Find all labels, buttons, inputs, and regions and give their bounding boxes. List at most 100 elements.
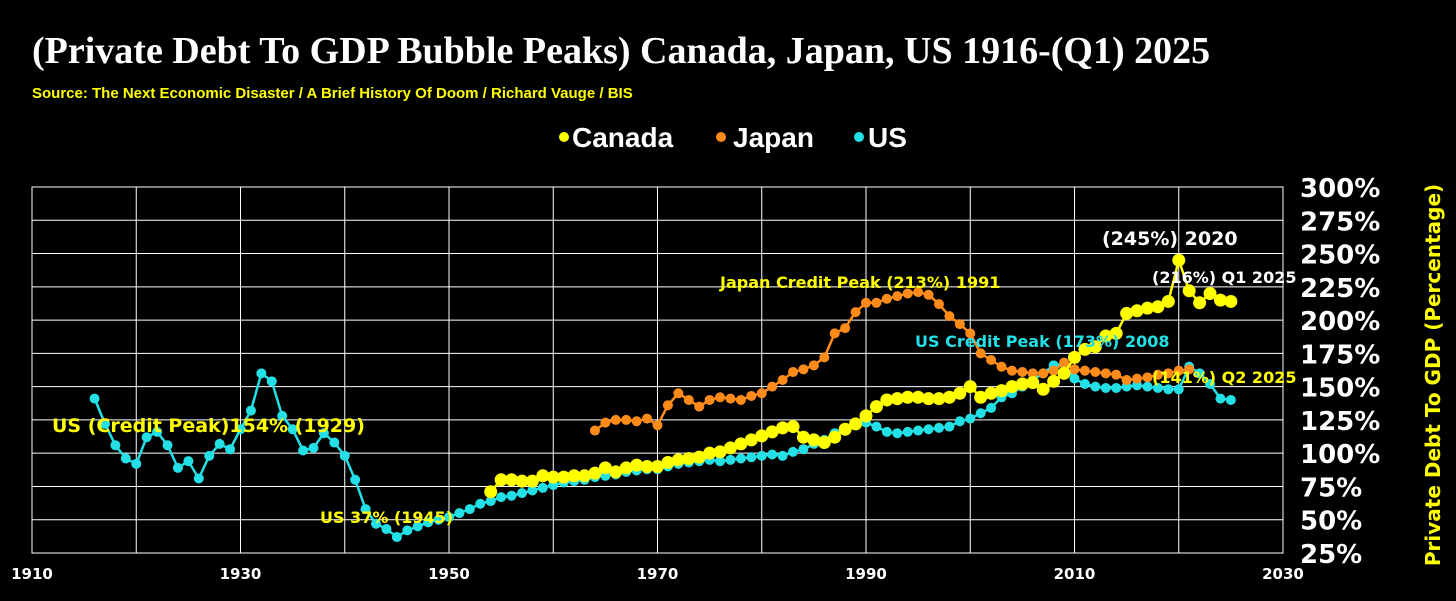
data-point-us (475, 498, 486, 509)
data-point-japan (861, 297, 871, 308)
data-point-canada (1172, 253, 1186, 267)
data-point-japan (1079, 365, 1090, 376)
data-point-us (965, 413, 976, 424)
data-point-us (360, 504, 371, 515)
data-point-canada (776, 421, 790, 435)
data-point-canada (1015, 377, 1029, 391)
annotation-label: (141%) Q2 2025 (1152, 368, 1296, 387)
data-point-us (339, 450, 350, 461)
data-point-us (537, 482, 548, 493)
data-point-japan (913, 287, 924, 298)
data-point-canada (817, 436, 831, 450)
data-point-japan (808, 360, 819, 371)
data-point-us (204, 450, 215, 461)
y-tick-label: 225% (1300, 274, 1380, 304)
data-point-us (1069, 373, 1080, 384)
data-point-japan (652, 420, 663, 431)
data-point-canada (1088, 340, 1102, 354)
data-point-us (496, 492, 507, 503)
data-point-japan (704, 394, 715, 405)
data-point-canada (1130, 304, 1144, 318)
data-point-us (913, 425, 924, 436)
data-point-us (1225, 394, 1236, 405)
data-point-canada (869, 400, 883, 414)
data-point-japan (1184, 364, 1195, 375)
data-point-japan (600, 417, 611, 428)
y-tick-label: 75% (1300, 473, 1362, 503)
data-point-japan (1038, 368, 1049, 379)
data-point-us (954, 416, 965, 427)
data-point-us (391, 532, 402, 543)
data-point-japan (933, 299, 944, 310)
data-point-us (871, 421, 882, 432)
data-point-japan (996, 361, 1007, 372)
data-point-us (371, 518, 382, 529)
data-point-canada (1078, 342, 1092, 356)
data-point-us (516, 488, 527, 499)
y-axis-title: Private Debt To GDP (Percentage) (1421, 184, 1445, 566)
data-point-japan (683, 394, 694, 405)
data-point-japan (589, 425, 600, 436)
data-point-japan (715, 392, 726, 403)
data-point-us (141, 432, 152, 443)
data-point-canada (786, 420, 800, 434)
data-point-japan (767, 381, 778, 392)
plot-series (89, 253, 1238, 543)
data-point-canada (1161, 294, 1175, 308)
data-point-japan (662, 400, 673, 411)
annotation-label: US 37% (1945) (320, 508, 453, 527)
legend-label-canada: Canada (572, 122, 674, 153)
data-point-us (308, 442, 319, 453)
data-point-us (350, 474, 361, 485)
data-point-japan (1121, 374, 1132, 385)
data-point-japan (1173, 365, 1184, 376)
data-point-canada (588, 466, 602, 480)
data-point-canada (525, 474, 539, 488)
data-point-us (975, 408, 986, 419)
legend: Canada Japan US (559, 122, 907, 153)
data-point-us (287, 424, 298, 435)
data-point-canada (963, 380, 977, 394)
data-point-us (1194, 368, 1205, 379)
data-point-canada (651, 459, 664, 473)
data-point-canada (765, 425, 779, 439)
data-point-japan (621, 414, 632, 425)
data-point-us (1205, 378, 1216, 389)
data-point-us (183, 456, 194, 467)
plot-grid (31, 186, 1284, 554)
data-point-us (1111, 382, 1122, 393)
data-point-us (256, 368, 267, 379)
data-point-us (235, 424, 246, 435)
data-point-us (735, 453, 746, 464)
data-point-us (423, 517, 434, 528)
data-point-us (923, 424, 934, 435)
data-point-canada (901, 390, 915, 404)
data-point-us (777, 450, 788, 461)
data-point-canada (828, 430, 842, 444)
data-point-us (120, 453, 131, 464)
data-point-us (318, 428, 329, 439)
x-tick-label: 1910 (11, 565, 53, 583)
data-point-us (381, 524, 392, 535)
data-point-japan (694, 401, 705, 412)
data-point-japan (975, 348, 986, 359)
data-point-us (402, 525, 413, 536)
data-point-us (277, 410, 288, 421)
data-point-us (444, 512, 454, 523)
data-point-canada (1193, 296, 1207, 310)
data-point-canada (755, 429, 769, 443)
annotation-label: (216%) Q1 2025 (1152, 268, 1296, 287)
data-point-us (1079, 378, 1090, 389)
x-tick-label: 1930 (220, 565, 262, 583)
data-point-us (986, 402, 997, 413)
data-point-canada (598, 461, 612, 475)
data-point-canada (1120, 306, 1134, 320)
data-point-us (162, 440, 173, 451)
data-point-us (725, 454, 736, 465)
data-point-canada (723, 441, 737, 455)
data-point-canada (995, 384, 1009, 398)
data-point-japan (1111, 369, 1122, 380)
data-point-canada (682, 452, 696, 466)
data-point-canada (1109, 326, 1123, 340)
